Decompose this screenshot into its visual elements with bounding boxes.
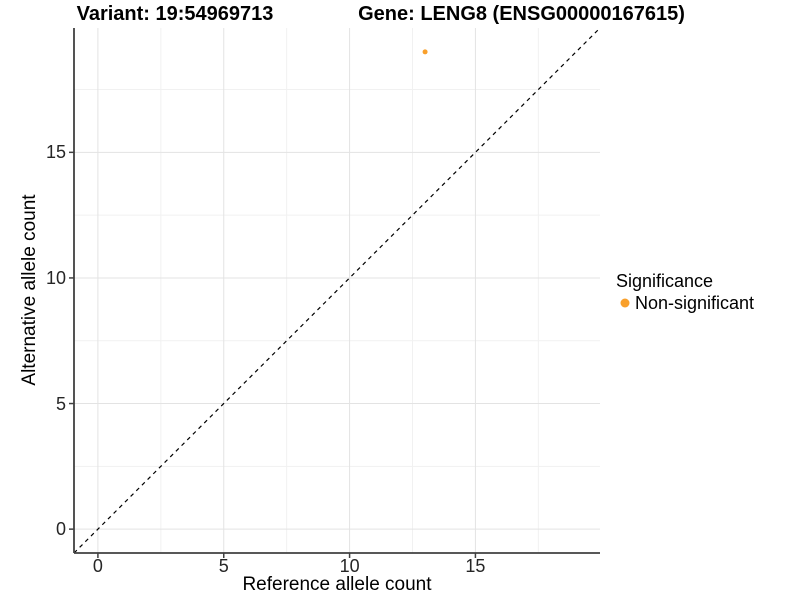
x-tick-label: 10: [339, 556, 360, 576]
gene-title: Gene: LENG8 (ENSG00000167615): [358, 3, 685, 25]
y-tick-label: 5: [55, 393, 66, 414]
x-tick-label: 5: [218, 556, 229, 576]
legend-item: Non-significant: [616, 292, 754, 314]
data-point: [422, 49, 428, 55]
legend-title: Significance: [616, 271, 714, 291]
y-axis-title: Alternative allele count: [19, 194, 40, 386]
legend-dot-icon: [620, 298, 629, 308]
legend-items: Non-significant: [616, 292, 754, 314]
y-tick-label: 10: [45, 267, 66, 288]
legend: Significance Non-significant: [616, 270, 754, 314]
x-tick-label: 15: [465, 556, 486, 576]
x-axis-title: Reference allele count: [242, 574, 432, 595]
plot-canvas: [69, 27, 601, 558]
y-tick-label: 15: [45, 142, 66, 163]
legend-point-icon: [616, 295, 633, 312]
variant-title: Variant: 19:54969713: [76, 3, 274, 25]
y-tick-label: 0: [55, 519, 66, 540]
plot-panel: [69, 27, 601, 558]
identity-line: [73, 27, 601, 554]
x-tick-label: 0: [92, 556, 103, 576]
legend-item-label: Non-significant: [635, 292, 755, 313]
